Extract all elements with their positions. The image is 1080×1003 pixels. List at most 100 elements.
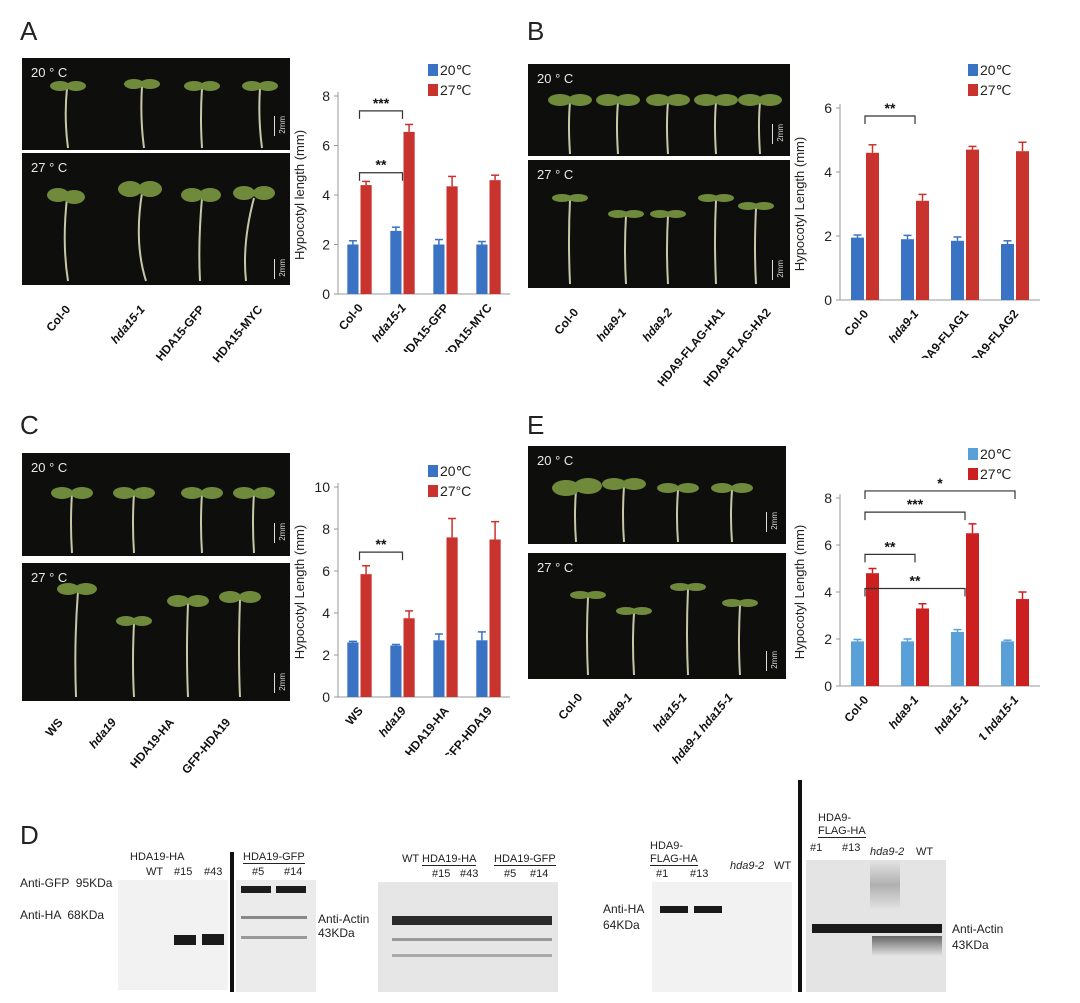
- temp-label: 20 ° C: [31, 460, 68, 475]
- y-tick-label: 0: [824, 678, 832, 694]
- significance-label: ***: [373, 95, 390, 111]
- scale-bar: 2mm: [766, 512, 779, 532]
- chart-c: 0 2 4 6 8 10 Hypocotyl Length (mm) 20℃ 27°C WS hda…: [292, 463, 510, 755]
- bar: [951, 631, 964, 686]
- blot3-lane: HDA19-GFP: [494, 853, 556, 866]
- significance-label: **: [885, 100, 896, 116]
- bar: [489, 539, 501, 697]
- seedling-label: hda15-1: [649, 690, 690, 735]
- bar: [476, 640, 488, 697]
- significance-label: **: [376, 536, 387, 552]
- x-tick-label: HDA9-FLAG2: [962, 307, 1022, 358]
- blot4-title: FLAG-HA: [650, 853, 698, 866]
- seedling-drawing: [570, 583, 758, 676]
- bar: [489, 180, 501, 294]
- blot3-lane: #15: [432, 868, 451, 880]
- bar: [360, 185, 372, 294]
- significance-bracket: [864, 490, 1016, 499]
- chart-e: 0 2 4 6 8 Hypocotyl Length (mm) 20℃ 27℃ Col-0 hda…: [792, 446, 1040, 740]
- blot5-lane: #1: [810, 842, 823, 854]
- blot1-lane: WT: [146, 866, 164, 878]
- separator: [230, 852, 234, 992]
- bar: [851, 237, 864, 300]
- legend-label: 27°C: [440, 483, 471, 499]
- bar: [901, 641, 914, 686]
- seedling-label: Col-0: [43, 302, 74, 335]
- bar: [360, 574, 372, 697]
- seedling-label: hda15-1: [107, 302, 148, 347]
- scale-bar: 2mm: [274, 116, 287, 136]
- panel-letter-e: E: [527, 410, 545, 440]
- seedling-drawing: [51, 487, 275, 554]
- legend-label: 20℃: [440, 463, 471, 479]
- significance-bracket: [864, 511, 966, 521]
- scale-bar: 2mm: [274, 673, 287, 693]
- blot1-row2: Anti-HA 68KDa: [20, 908, 105, 922]
- blot2-lane: #5: [252, 866, 265, 878]
- photo-b-20c: 20 ° C 2mm: [528, 64, 790, 156]
- scale-bar: 2mm: [772, 260, 785, 280]
- chart-b: 0 2 4 6 Hypocotyl Length (mm) 20℃ 27℃ Col-0 hda9…: [792, 62, 1040, 358]
- bar: [446, 186, 458, 294]
- bar: [901, 239, 914, 300]
- x-tick-label: Col-0: [841, 307, 871, 339]
- y-tick-label: 0: [824, 292, 832, 308]
- blot2-title: HDA19-GFP: [243, 851, 305, 864]
- bar: [851, 641, 864, 686]
- y-tick-label: 2: [824, 631, 832, 647]
- legend-label: 27℃: [980, 466, 1011, 482]
- legend-swatch: [968, 468, 978, 480]
- x-tick-label: Col-0: [336, 301, 366, 333]
- blot3: [378, 882, 558, 992]
- y-tick-label: 6: [824, 537, 832, 553]
- x-tick-label: hda15-1: [931, 693, 971, 737]
- seedling-label: WS: [42, 715, 66, 740]
- significance-label: **: [910, 572, 921, 588]
- blot2-label: Anti-Actin 43KDa: [318, 912, 370, 940]
- blot5-extra: WT: [916, 846, 934, 858]
- y-tick-label: 10: [314, 479, 330, 495]
- blot3-lane: #14: [530, 868, 549, 880]
- blot5-label: 43KDa: [952, 938, 989, 952]
- bar: [403, 618, 415, 697]
- blot3-lane: HDA19-HA: [422, 853, 477, 866]
- blot3-lane: #43: [460, 868, 479, 880]
- photo-e-20c: 20 ° C 2mm: [528, 446, 786, 544]
- significance-bracket: [358, 110, 404, 119]
- legend-label: 27℃: [440, 82, 471, 98]
- temp-label: 27 ° C: [537, 560, 574, 575]
- seedling-label: hda9-1: [599, 690, 636, 730]
- blot4-lane: #1: [656, 868, 669, 880]
- photo-b-27c: 27 ° C 2mm: [528, 160, 790, 288]
- legend-label: 20℃: [980, 446, 1011, 462]
- y-tick-label: 6: [322, 563, 330, 579]
- bar: [951, 240, 964, 300]
- significance-label: **: [885, 538, 896, 554]
- seedling-label: HDA15-GFP: [152, 302, 208, 364]
- seedling-label: Col-0: [555, 690, 586, 723]
- seedling-drawing: [57, 583, 261, 698]
- seedling-label: GFP-HDA19: [178, 715, 234, 777]
- bar: [966, 533, 979, 686]
- blot5-title: HDA9-: [818, 812, 852, 824]
- y-axis-label: Hypocotyl length (mm): [292, 130, 307, 260]
- blot2: [236, 880, 316, 992]
- seedling-label: hda9-2: [639, 305, 676, 345]
- blot1-lane: #43: [204, 866, 223, 878]
- blot5: [806, 860, 946, 992]
- blot5-extra: hda9-2: [870, 846, 905, 858]
- blot4-extra: WT: [774, 860, 792, 872]
- bar: [866, 573, 879, 686]
- y-tick-label: 8: [322, 521, 330, 537]
- photo-a-20c: 20 ° C 2mm: [22, 58, 290, 150]
- y-tick-label: 2: [322, 647, 330, 663]
- temp-label: 20 ° C: [31, 65, 68, 80]
- photo-a-27c: 27 ° C 2mm: [22, 153, 290, 285]
- y-tick-label: 2: [322, 237, 330, 253]
- y-tick-label: 0: [322, 286, 330, 302]
- x-tick-label: hda9-1: [886, 307, 922, 346]
- x-tick-label: WS: [343, 704, 366, 728]
- legend-swatch: [968, 448, 978, 460]
- y-tick-label: 4: [322, 187, 330, 203]
- scale-bar: 2mm: [772, 124, 785, 144]
